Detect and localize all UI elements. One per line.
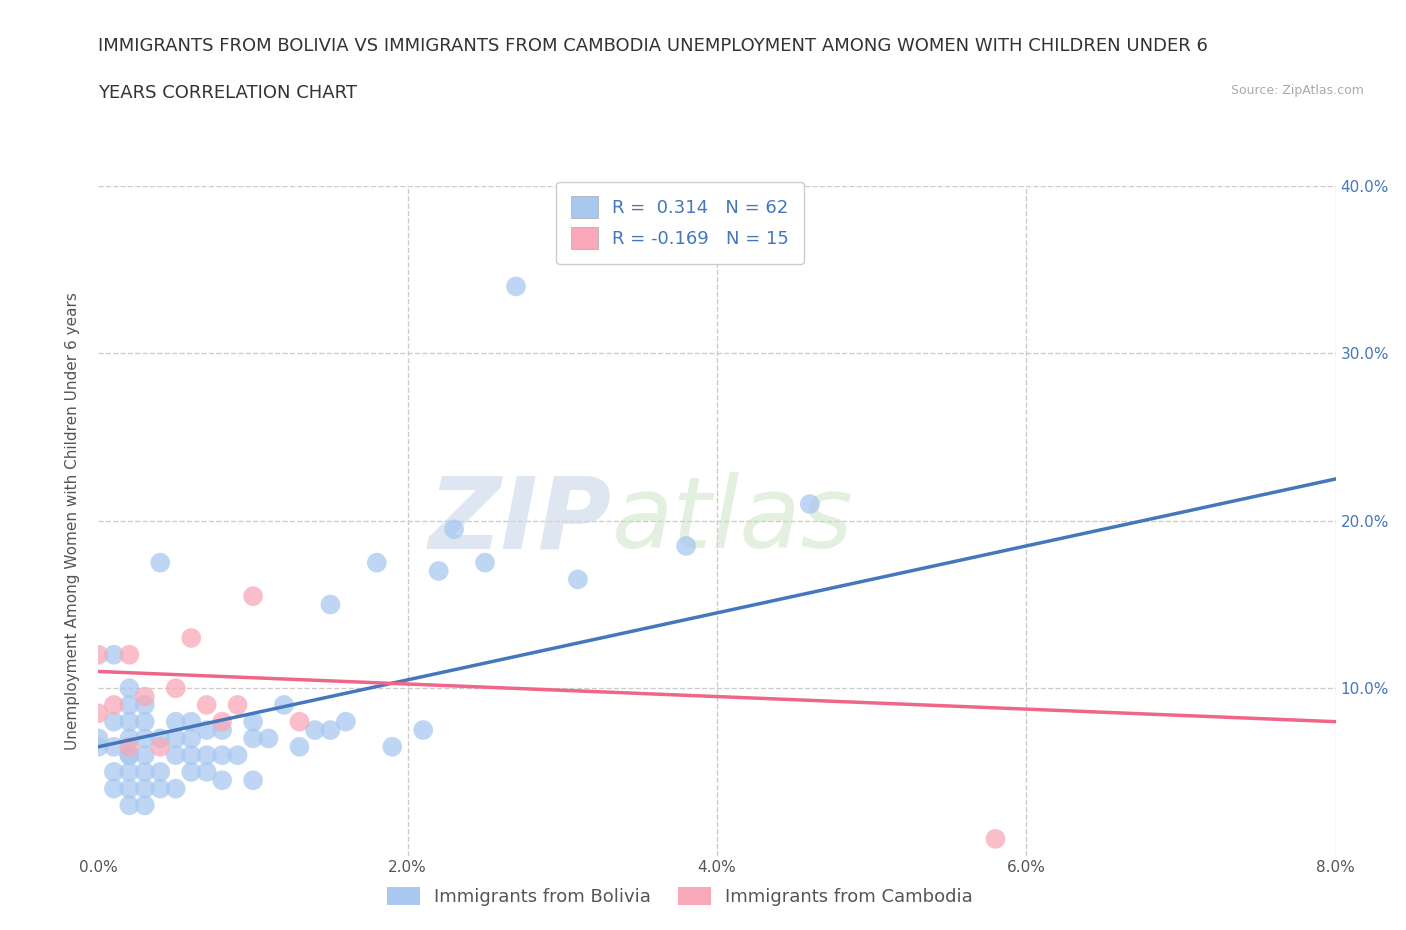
Point: [118, 731, 141, 746]
Point: [149, 731, 172, 746]
Point: [984, 831, 1007, 846]
Point: [443, 522, 465, 537]
Point: [118, 681, 141, 696]
Point: [211, 723, 233, 737]
Point: [180, 631, 202, 645]
Point: [87, 739, 110, 754]
Point: [474, 555, 496, 570]
Point: [134, 698, 156, 712]
Point: [242, 714, 264, 729]
Point: [103, 698, 125, 712]
Point: [165, 781, 187, 796]
Point: [118, 647, 141, 662]
Point: [335, 714, 357, 729]
Point: [118, 798, 141, 813]
Point: [505, 279, 527, 294]
Point: [165, 681, 187, 696]
Text: Source: ZipAtlas.com: Source: ZipAtlas.com: [1230, 84, 1364, 97]
Text: atlas: atlas: [612, 472, 853, 569]
Point: [118, 714, 141, 729]
Point: [381, 739, 404, 754]
Point: [118, 739, 141, 754]
Point: [799, 497, 821, 512]
Point: [103, 647, 125, 662]
Point: [211, 714, 233, 729]
Point: [118, 748, 141, 763]
Point: [87, 647, 110, 662]
Point: [304, 723, 326, 737]
Point: [134, 731, 156, 746]
Point: [134, 764, 156, 779]
Point: [149, 781, 172, 796]
Legend: Immigrants from Bolivia, Immigrants from Cambodia: Immigrants from Bolivia, Immigrants from…: [380, 880, 980, 913]
Point: [242, 731, 264, 746]
Point: [195, 748, 218, 763]
Point: [195, 723, 218, 737]
Point: [211, 748, 233, 763]
Point: [118, 781, 141, 796]
Point: [165, 748, 187, 763]
Point: [134, 714, 156, 729]
Point: [319, 723, 342, 737]
Point: [226, 698, 249, 712]
Point: [273, 698, 295, 712]
Point: [257, 731, 280, 746]
Point: [180, 731, 202, 746]
Point: [103, 739, 125, 754]
Point: [242, 773, 264, 788]
Point: [165, 731, 187, 746]
Text: ZIP: ZIP: [429, 472, 612, 569]
Point: [118, 764, 141, 779]
Y-axis label: Unemployment Among Women with Children Under 6 years: Unemployment Among Women with Children U…: [65, 292, 80, 750]
Point: [103, 764, 125, 779]
Point: [288, 714, 311, 729]
Point: [103, 714, 125, 729]
Point: [567, 572, 589, 587]
Point: [675, 538, 697, 553]
Point: [134, 781, 156, 796]
Point: [288, 739, 311, 754]
Point: [242, 589, 264, 604]
Point: [180, 714, 202, 729]
Point: [149, 739, 172, 754]
Point: [366, 555, 388, 570]
Point: [134, 689, 156, 704]
Point: [412, 723, 434, 737]
Point: [195, 698, 218, 712]
Point: [149, 555, 172, 570]
Point: [118, 698, 141, 712]
Point: [149, 764, 172, 779]
Point: [118, 748, 141, 763]
Text: IMMIGRANTS FROM BOLIVIA VS IMMIGRANTS FROM CAMBODIA UNEMPLOYMENT AMONG WOMEN WIT: IMMIGRANTS FROM BOLIVIA VS IMMIGRANTS FR…: [98, 37, 1208, 55]
Point: [134, 798, 156, 813]
Point: [180, 748, 202, 763]
Point: [134, 748, 156, 763]
Point: [87, 706, 110, 721]
Point: [211, 773, 233, 788]
Point: [180, 764, 202, 779]
Text: YEARS CORRELATION CHART: YEARS CORRELATION CHART: [98, 84, 357, 101]
Point: [87, 731, 110, 746]
Point: [319, 597, 342, 612]
Point: [427, 564, 450, 578]
Point: [103, 781, 125, 796]
Point: [195, 764, 218, 779]
Point: [165, 714, 187, 729]
Point: [226, 748, 249, 763]
